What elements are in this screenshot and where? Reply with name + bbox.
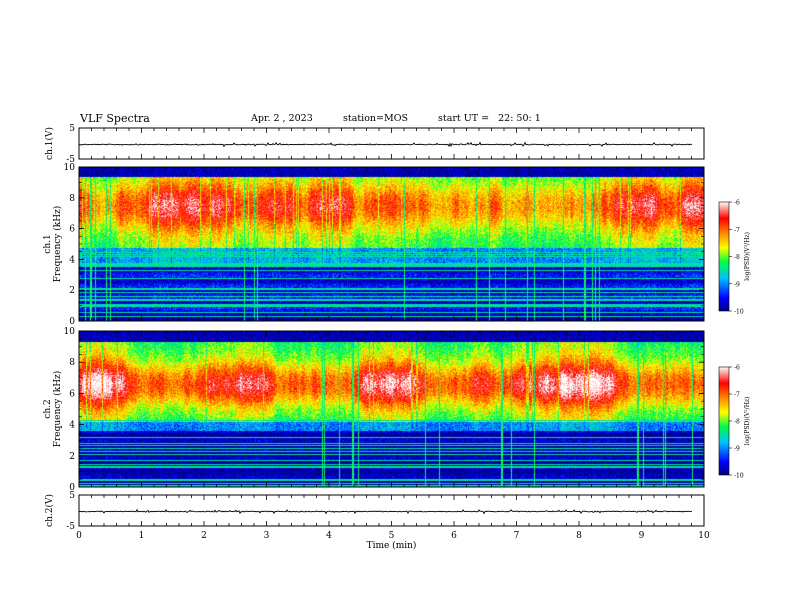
ch2-spectrogram-colorbar-tick-label: -6: [734, 365, 740, 372]
x-tick-label: 7: [514, 531, 520, 541]
ch1-spectrogram-colorbar-tick-label: -10: [734, 309, 744, 316]
x-tick-label: 9: [639, 531, 645, 541]
x-axis-label: Time (min): [367, 540, 417, 551]
ch2-spectrogram-ylabel-line: ch.2: [43, 399, 53, 418]
figure-date: Apr. 2 , 2023: [251, 113, 313, 124]
ch1-spectrogram-ytick-label: 10: [64, 163, 76, 173]
ch1-spectrogram-ylabel-line: ch.1: [43, 234, 53, 253]
x-tick-label: 3: [264, 531, 270, 541]
x-tick-label: 5: [389, 531, 395, 541]
ch2-spectrogram-colorbar: [718, 366, 730, 476]
ch1-waveform-ytick-label: -5: [66, 155, 75, 165]
x-tick-label: 0: [76, 531, 82, 541]
ch1-spectrogram-colorbar-tick-label: -6: [734, 200, 740, 207]
ch1-spectrogram-heatmap-image: [79, 167, 704, 321]
ch1-spectrogram-ytick-label: 4: [69, 255, 75, 265]
ch2-spectrogram-colorbar-tick-label: -10: [734, 473, 744, 480]
ch2-spectrogram-ylabel: ch.2Frequency (kHz): [43, 371, 63, 448]
ch1-spectrogram-ylabel: ch.1Frequency (kHz): [43, 206, 63, 283]
ch1-waveform-ylabel: ch.1(V): [44, 127, 55, 160]
ch1-waveform-ylabel-line: ch.1(V): [44, 127, 55, 160]
ch2-waveform-ylabel: ch.2(V): [44, 494, 55, 527]
figure-title: VLF Spectra: [80, 112, 150, 125]
ch2-waveform-ytick-label: 5: [69, 491, 75, 501]
ch1-waveform-ytick-label: 5: [69, 124, 75, 134]
x-tick-label: 2: [201, 531, 207, 541]
figure-start-time: start UT = 22: 50: 1: [438, 113, 541, 124]
ch2-spectrogram-ylabel-line: Frequency (kHz): [52, 371, 63, 448]
ch2-waveform-ytick-label: -5: [66, 522, 75, 532]
ch2-spectrogram-ytick-label: 4: [69, 421, 75, 431]
ch2-waveform-trace: [78, 508, 693, 515]
ch2-spectrogram-colorbar-tick-label: -9: [734, 446, 740, 453]
ch2-waveform-ylabel-line: ch.2(V): [44, 494, 55, 527]
ch2-spectrogram-colorbar-tick-label: -8: [734, 419, 740, 426]
ch1-spectrogram-ytick-label: 0: [69, 317, 75, 327]
x-tick-label: 6: [451, 531, 457, 541]
ch2-spectrogram-ytick-label: 8: [69, 358, 75, 368]
ch1-spectrogram-colorbar-tick-label: -7: [734, 227, 740, 234]
ch2-spectrogram-colorbar-label: log(PSD)(V²/Hz): [744, 397, 751, 446]
ch1-spectrogram-colorbar-tick-label: -9: [734, 281, 740, 288]
x-tick-label: 8: [576, 531, 582, 541]
ch1-spectrogram-ytick-label: 6: [69, 225, 75, 235]
ch1-spectrogram-ylabel-line: Frequency (kHz): [52, 206, 63, 283]
ch1-spectrogram-ytick-label: 2: [69, 286, 75, 296]
ch2-spectrogram-ytick-label: 2: [69, 452, 75, 462]
x-tick-label: 10: [698, 531, 710, 541]
ch2-spectrogram-colorbar-tick-label: -7: [734, 392, 740, 399]
ch1-spectrogram-colorbar-tick-label: -8: [734, 254, 740, 261]
ch1-spectrogram-colorbar-label: log(PSD)(V²/Hz): [744, 232, 751, 281]
ch2-spectrogram-ytick-label: 10: [64, 327, 76, 337]
ch2-spectrogram-ytick-label: 0: [69, 483, 75, 493]
x-tick-label: 1: [139, 531, 145, 541]
figure-station: station=MOS: [343, 113, 409, 124]
ch1-spectrogram-ytick-label: 8: [69, 194, 75, 204]
ch2-spectrogram-heatmap-image: [79, 331, 704, 487]
ch1-spectrogram-colorbar: [718, 201, 730, 312]
ch1-waveform-trace: [78, 141, 693, 148]
x-tick-label: 4: [326, 531, 332, 541]
ch2-spectrogram-ytick-label: 6: [69, 389, 75, 399]
